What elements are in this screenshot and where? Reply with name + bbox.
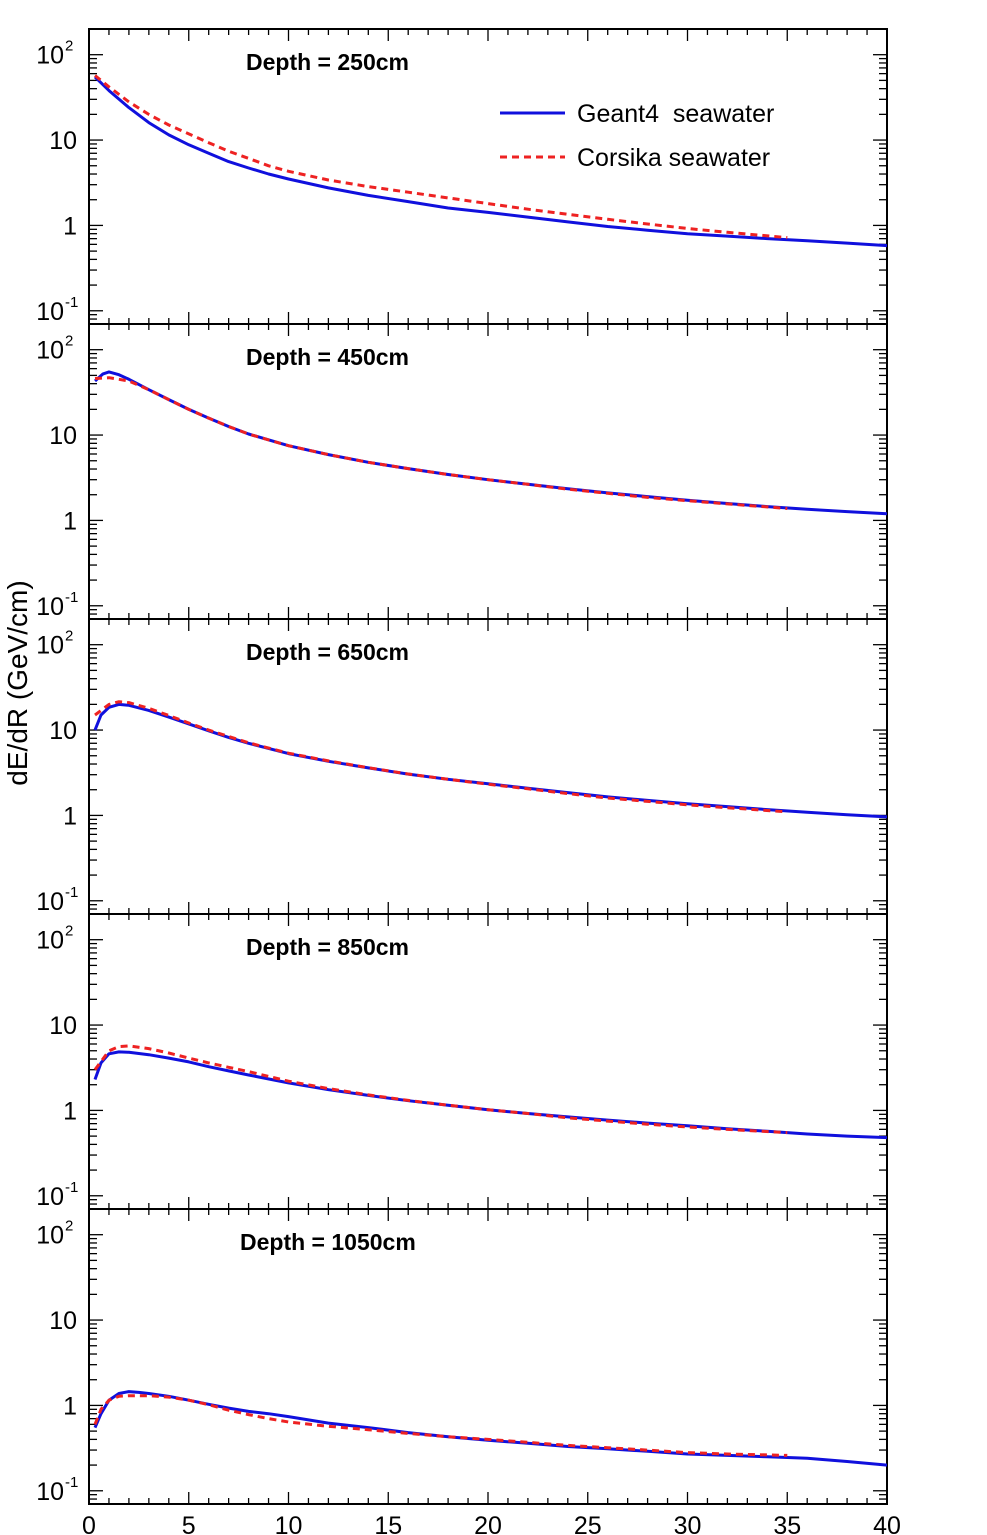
corsika-series-line bbox=[93, 1044, 788, 1135]
panel-title: Depth = 650cm bbox=[246, 639, 409, 665]
y-tick-exponent: -1 bbox=[65, 1179, 78, 1196]
y-tick-exponent: 2 bbox=[65, 923, 73, 940]
y-tick-label: 10 bbox=[49, 1307, 77, 1335]
geant4-series-line bbox=[93, 702, 887, 819]
x-tick-label: 35 bbox=[773, 1512, 801, 1535]
y-axis-label: dE/dR (GeV/cm) bbox=[2, 580, 33, 785]
y-tick-label: 1 bbox=[63, 507, 77, 535]
panel-frame bbox=[88, 323, 888, 620]
y-tick-exponent: -1 bbox=[65, 294, 78, 311]
x-tick-label: 0 bbox=[82, 1512, 96, 1535]
y-tick-label: 10 bbox=[36, 1222, 64, 1250]
y-tick-label: 10 bbox=[36, 1478, 64, 1506]
y-tick-label: 1 bbox=[63, 212, 77, 240]
y-tick-exponent: 2 bbox=[65, 38, 73, 55]
y-tick-label: 10 bbox=[36, 632, 64, 660]
corsika-series-line bbox=[93, 1394, 788, 1457]
corsika-series-line bbox=[94, 700, 788, 814]
corsika-series-line bbox=[94, 74, 788, 240]
panel-frame bbox=[88, 618, 888, 915]
y-tick-exponent: 2 bbox=[65, 1218, 73, 1235]
y-tick-exponent: 2 bbox=[65, 628, 73, 645]
y-tick-exponent: -1 bbox=[65, 589, 78, 606]
y-tick-label: 10 bbox=[49, 127, 77, 155]
y-tick-label: 10 bbox=[49, 422, 77, 450]
y-tick-label: 10 bbox=[36, 337, 64, 365]
y-tick-exponent: 2 bbox=[65, 333, 73, 350]
geant4-series-line bbox=[93, 1050, 887, 1140]
geant4-series-line bbox=[93, 75, 887, 248]
y-tick-label: 10 bbox=[36, 927, 64, 955]
x-tick-label: 5 bbox=[182, 1512, 196, 1535]
geant4-series-line bbox=[94, 370, 887, 516]
x-tick-label: 30 bbox=[674, 1512, 702, 1535]
y-tick-label: 1 bbox=[63, 802, 77, 830]
y-tick-label: 10 bbox=[36, 1183, 64, 1211]
x-tick-label: 25 bbox=[574, 1512, 602, 1535]
legend-corsika-label: Corsika seawater bbox=[577, 144, 770, 172]
y-tick-label: 10 bbox=[36, 298, 64, 326]
panel-frame bbox=[88, 28, 888, 325]
x-tick-label: 40 bbox=[873, 1512, 901, 1535]
panel-title: Depth = 250cm bbox=[246, 49, 409, 75]
legend-geant4-label: Geant4 seawater bbox=[577, 100, 774, 128]
panel-frame bbox=[88, 1208, 888, 1505]
geant4-series-line bbox=[93, 1390, 887, 1467]
y-tick-exponent: -1 bbox=[65, 1474, 78, 1491]
x-tick-label: 20 bbox=[474, 1512, 502, 1535]
y-tick-label: 10 bbox=[36, 593, 64, 621]
x-tick-labels: 0 5 10 15 20 25 30 35 40 bbox=[82, 1512, 901, 1535]
y-tick-label: 10 bbox=[49, 1012, 77, 1040]
y-tick-label: 10 bbox=[36, 888, 64, 916]
y-tick-label: 10 bbox=[36, 42, 64, 70]
y-tick-label: 1 bbox=[63, 1097, 77, 1125]
legend: Geant4 seawater Corsika seawater bbox=[500, 100, 774, 172]
panel-title: Depth = 850cm bbox=[246, 934, 409, 960]
y-tick-label: 10 bbox=[49, 717, 77, 745]
y-tick-label: 1 bbox=[63, 1392, 77, 1420]
x-tick-label: 10 bbox=[275, 1512, 303, 1535]
corsika-series-line bbox=[94, 376, 788, 510]
y-tick-exponent: -1 bbox=[65, 884, 78, 901]
x-tick-label: 15 bbox=[374, 1512, 402, 1535]
panel-title: Depth = 1050cm bbox=[240, 1229, 416, 1255]
panel-title: Depth = 450cm bbox=[246, 344, 409, 370]
